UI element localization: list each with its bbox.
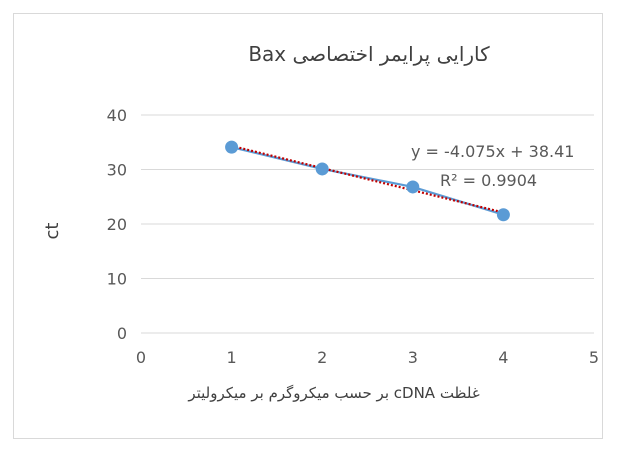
data-point xyxy=(496,208,510,222)
y-axis-label: ct xyxy=(42,223,63,240)
chart-area: کارایی پرایمر اختصاصی Bax ct غلظت cDNA ب… xyxy=(13,13,603,439)
y-tick-labels: 0 10 20 30 40 xyxy=(107,106,127,343)
x-tick-label: 3 xyxy=(408,348,418,367)
gridlines xyxy=(141,114,594,334)
series-layer xyxy=(225,140,510,222)
y-tick-label: 30 xyxy=(107,161,127,180)
data-point xyxy=(225,140,239,154)
x-tick-label: 0 xyxy=(136,348,146,367)
chart-svg: کارایی پرایمر اختصاصی Bax ct غلظت cDNA ب… xyxy=(42,42,599,402)
data-point xyxy=(406,180,420,194)
trendline-r-squared: R² = 0.9904 xyxy=(440,171,537,190)
x-tick-label: 2 xyxy=(317,348,327,367)
data-point xyxy=(315,162,329,176)
trendline-equation: y = -4.075x + 38.41 xyxy=(411,142,574,161)
y-tick-label: 10 xyxy=(107,270,127,289)
x-tick-label: 4 xyxy=(498,348,508,367)
y-tick-label: 20 xyxy=(107,215,127,234)
x-axis-label: غلظت cDNA بر حسب میکروگرم بر میکرولیتر xyxy=(187,384,480,402)
y-tick-label: 40 xyxy=(107,106,127,125)
x-tick-labels: 0 1 2 3 4 5 xyxy=(136,348,599,367)
chart-title: کارایی پرایمر اختصاصی Bax xyxy=(248,42,490,67)
x-tick-label: 1 xyxy=(227,348,237,367)
x-tick-label: 5 xyxy=(589,348,599,367)
y-tick-label: 0 xyxy=(117,324,127,343)
trendline xyxy=(231,144,504,214)
